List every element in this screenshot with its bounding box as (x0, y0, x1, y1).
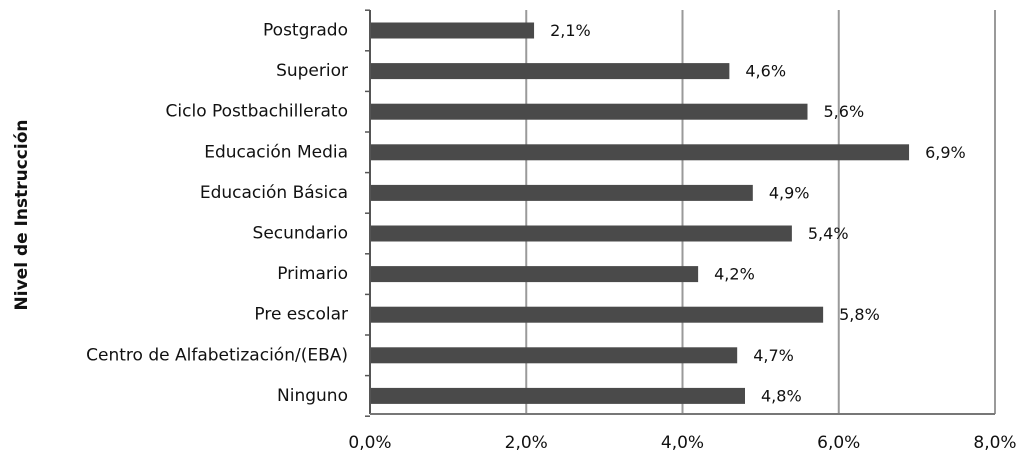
data-label: 2,1% (550, 21, 591, 40)
data-label: 4,9% (769, 183, 810, 202)
x-tick-label: 8,0% (973, 433, 1016, 453)
x-tick-label: 4,0% (661, 433, 704, 453)
bar (370, 63, 730, 80)
bar (370, 266, 699, 283)
bar (370, 184, 753, 201)
x-tick-label: 6,0% (817, 433, 860, 453)
bar (370, 103, 808, 120)
bar (370, 22, 535, 39)
category-label: Centro de Alfabetización/(EBA) (86, 345, 348, 365)
data-label: 5,4% (808, 224, 849, 243)
bar (370, 144, 910, 161)
x-tick-label: 0,0% (348, 433, 391, 453)
bar (370, 225, 792, 242)
category-label: Primario (277, 264, 348, 284)
category-label: Educación Media (204, 142, 348, 162)
category-label: Ciclo Postbachillerato (166, 102, 348, 122)
labels: 0,0% 2,0% 4,0% 6,0% 8,0% Postgrado 2,1% Superio… (86, 21, 1016, 454)
data-label: 6,9% (925, 143, 966, 162)
data-label: 5,8% (839, 305, 880, 324)
bars (370, 22, 910, 404)
data-label: 5,6% (824, 102, 865, 121)
data-label: 4,7% (753, 346, 794, 365)
y-axis-title: Nivel de Instrucción (12, 120, 32, 311)
category-label: Educación Básica (200, 183, 348, 203)
bar (370, 387, 745, 404)
data-label: 4,8% (761, 386, 802, 405)
bar (370, 306, 824, 323)
data-label: 4,2% (714, 265, 755, 284)
axes (365, 9, 995, 417)
data-label: 4,6% (745, 62, 786, 81)
category-label: Ninguno (277, 386, 348, 406)
x-tick-label: 2,0% (505, 433, 548, 453)
category-label: Pre escolar (254, 305, 348, 325)
category-label: Secundario (253, 224, 348, 244)
bar (370, 347, 738, 364)
category-label: Postgrado (263, 21, 348, 41)
category-label: Superior (276, 61, 348, 81)
